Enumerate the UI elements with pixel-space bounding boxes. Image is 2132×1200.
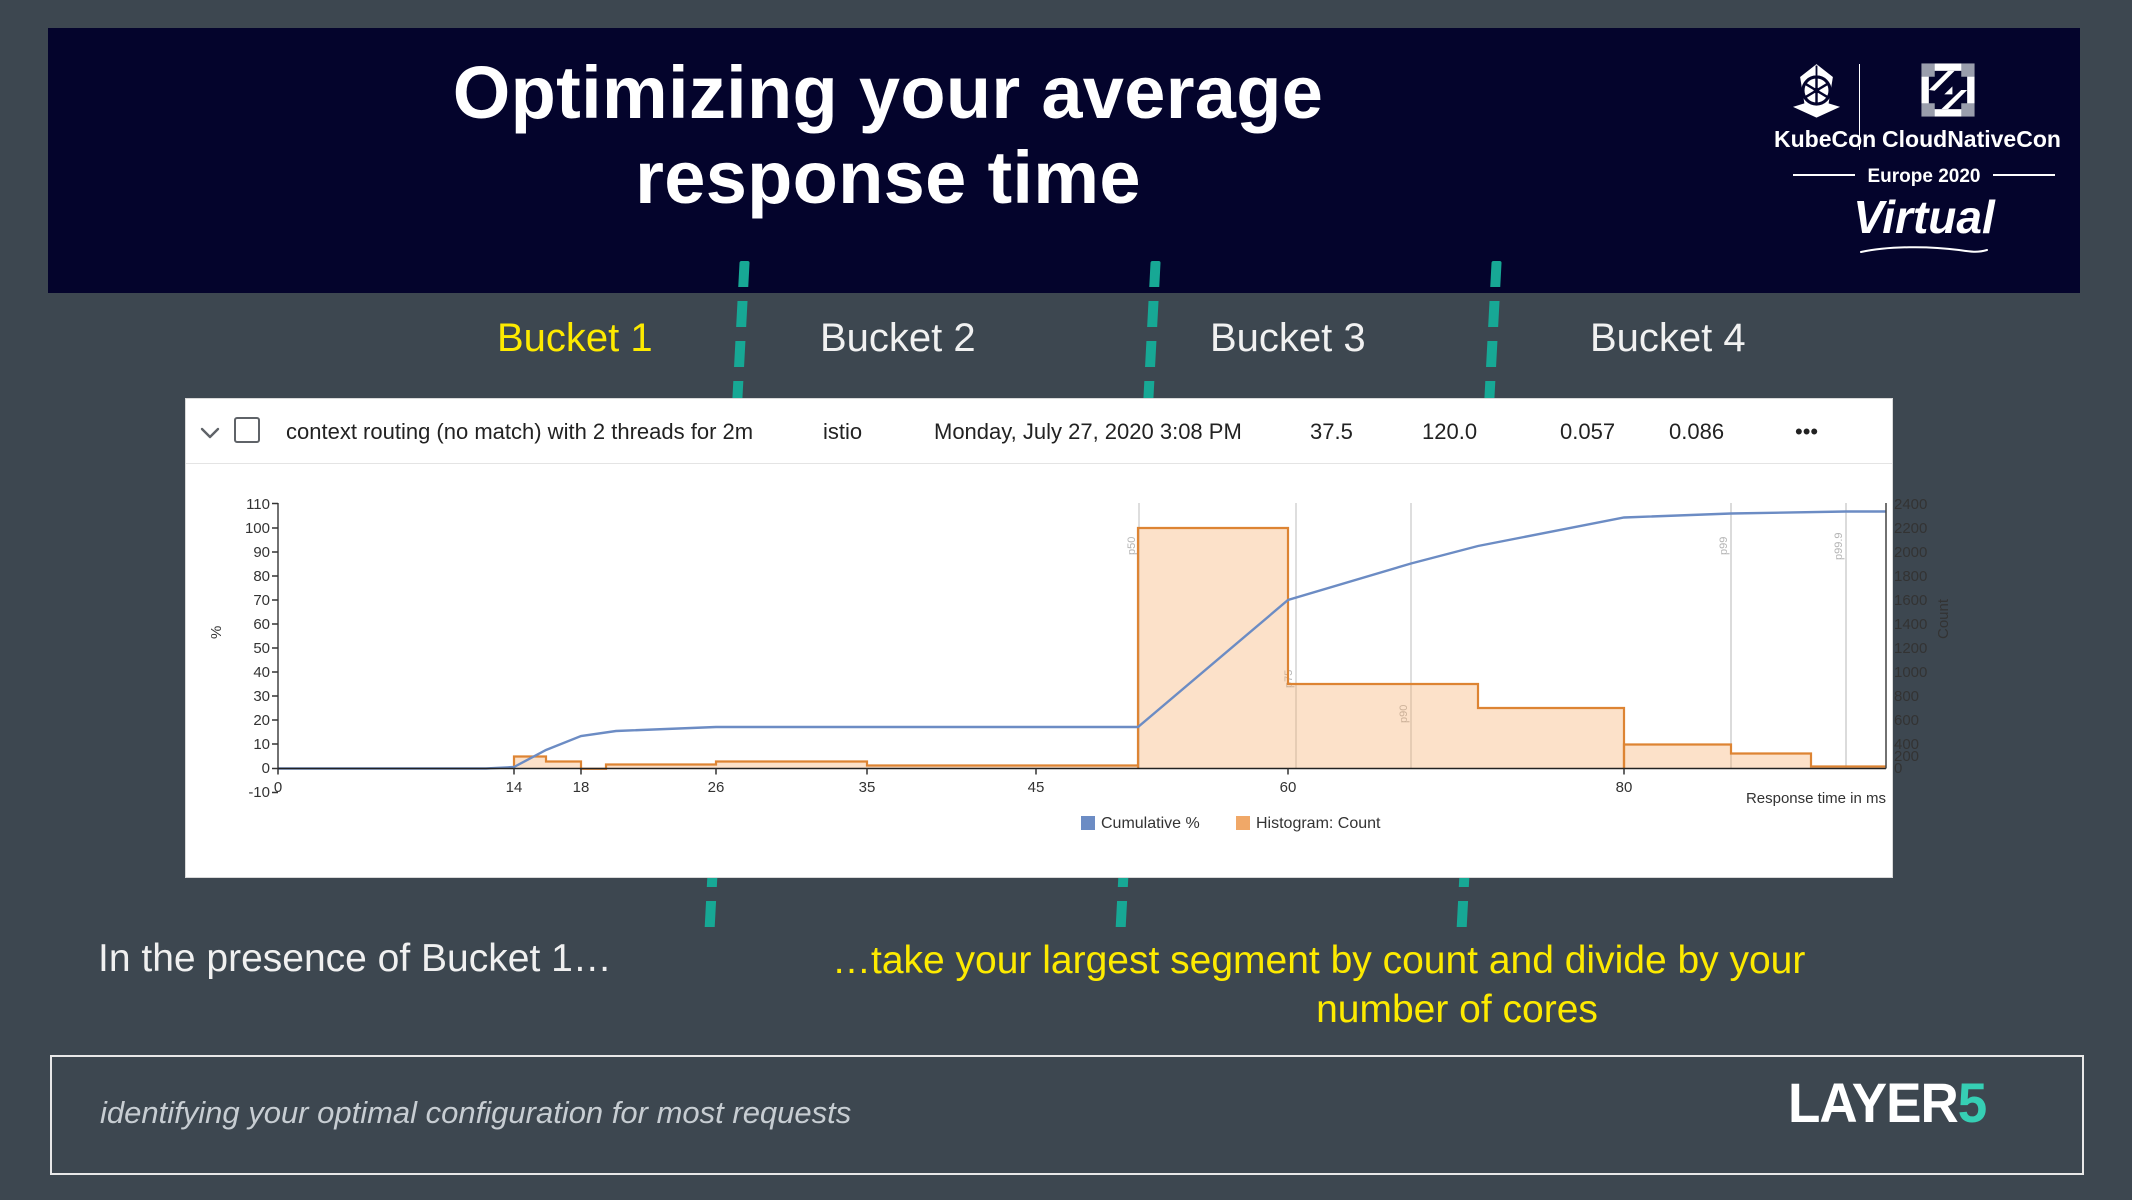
- svg-text:14: 14: [506, 779, 523, 796]
- svg-text:45: 45: [1028, 779, 1045, 796]
- svg-text:60: 60: [253, 616, 270, 633]
- svg-text:1400: 1400: [1894, 616, 1927, 633]
- svg-text:2400: 2400: [1894, 496, 1927, 513]
- svg-text:70: 70: [253, 592, 270, 609]
- svg-text:2200: 2200: [1894, 520, 1927, 537]
- svg-text:40: 40: [253, 664, 270, 681]
- svg-text:p99: p99: [1718, 537, 1730, 555]
- svg-text:0: 0: [274, 779, 282, 796]
- svg-text:60: 60: [1280, 779, 1297, 796]
- svg-text:600: 600: [1894, 712, 1919, 729]
- svg-text:p99.9: p99.9: [1833, 532, 1845, 560]
- svg-text:90: 90: [253, 544, 270, 561]
- svg-text:%: %: [208, 626, 225, 639]
- svg-text:80: 80: [1616, 779, 1633, 796]
- svg-text:1000: 1000: [1894, 664, 1927, 681]
- svg-text:Count: Count: [1935, 598, 1952, 639]
- svg-text:p50: p50: [1126, 537, 1138, 555]
- svg-text:10: 10: [253, 736, 270, 753]
- svg-text:50: 50: [253, 640, 270, 657]
- svg-text:18: 18: [573, 779, 590, 796]
- svg-text:26: 26: [708, 779, 725, 796]
- svg-text:Response time in ms: Response time in ms: [1746, 790, 1886, 807]
- svg-text:1600: 1600: [1894, 592, 1927, 609]
- svg-text:0: 0: [262, 760, 270, 777]
- svg-text:20: 20: [253, 712, 270, 729]
- svg-text:Cumulative %: Cumulative %: [1101, 815, 1200, 832]
- svg-text:800: 800: [1894, 688, 1919, 705]
- svg-text:110: 110: [246, 496, 270, 513]
- svg-text:35: 35: [859, 779, 876, 796]
- svg-text:100: 100: [245, 520, 270, 537]
- svg-text:80: 80: [253, 568, 270, 585]
- svg-text:-10: -10: [248, 784, 270, 801]
- svg-text:2000: 2000: [1894, 544, 1927, 561]
- svg-text:1800: 1800: [1894, 568, 1927, 585]
- svg-text:1200: 1200: [1894, 640, 1927, 657]
- svg-text:Histogram: Count: Histogram: Count: [1256, 815, 1381, 832]
- svg-text:0: 0: [1894, 760, 1902, 777]
- svg-text:30: 30: [253, 688, 270, 705]
